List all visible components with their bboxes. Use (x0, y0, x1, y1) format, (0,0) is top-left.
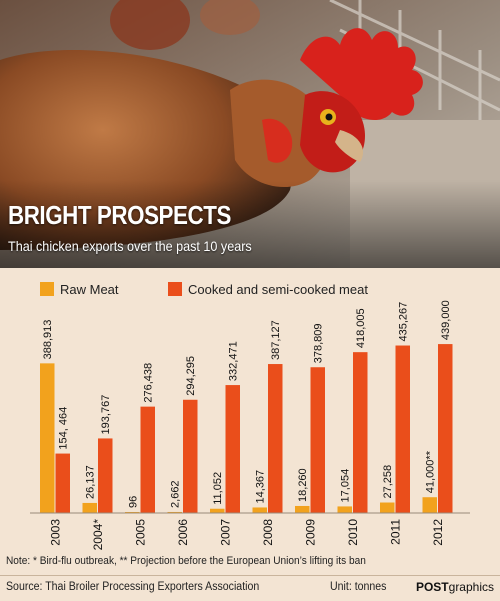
value-label-2012-cooked: 439,000 (440, 300, 452, 340)
bar-2012-cooked (438, 344, 453, 513)
chart-value-labels: 388,913 154, 464 26,137 193,767 96 276,438 2,6… (42, 300, 452, 508)
bar-2011-cooked (395, 345, 410, 513)
value-label-2009-raw: 18,260 (297, 468, 309, 502)
footnote: Note: * Bird-flu outbreak, ** Projection… (6, 555, 366, 567)
value-label-2011-cooked: 435,267 (398, 302, 410, 342)
bar-2011-raw (380, 502, 395, 513)
legend-label-2: Cooked and semi-cooked meat (188, 282, 368, 297)
bar-2004-raw (82, 502, 97, 513)
bar-chart: Raw Meat Cooked and semi-cooked meat 388,… (30, 282, 470, 550)
x-tick-label-2012: 2012 (431, 519, 445, 546)
bar-2007-cooked (225, 385, 240, 513)
chart-legend: Raw Meat Cooked and semi-cooked meat (40, 282, 368, 297)
x-tick-label-2010: 2010 (346, 519, 360, 546)
chart-panel: Raw Meat Cooked and semi-cooked meat 388,… (0, 268, 500, 550)
value-label-2005-cooked: 276,438 (143, 363, 155, 403)
value-label-2009-cooked: 378,809 (313, 323, 325, 363)
page-subtitle: Thai chicken exports over the past 10 ye… (8, 238, 252, 254)
page-title: BRIGHT PROSPECTS (8, 200, 231, 230)
value-label-2003-raw: 388,913 (42, 320, 54, 360)
value-label-2010-cooked: 418,005 (355, 308, 367, 348)
value-label-2007-raw: 11,052 (212, 472, 224, 505)
source-credit: Source: Thai Broiler Processing Exporter… (6, 581, 260, 593)
value-label-2008-raw: 14,367 (255, 470, 267, 504)
value-label-2010-raw: 17,054 (340, 469, 352, 503)
brand-rest: graphics (448, 580, 494, 594)
bar-2008-raw (252, 507, 267, 513)
legend-label-1: Raw Meat (60, 282, 119, 297)
value-label-2003-cooked: 154, 464 (58, 407, 70, 450)
bar-2004-cooked (98, 438, 113, 513)
x-tick-label-2009: 2009 (304, 519, 318, 546)
bar-2006-raw (167, 511, 182, 513)
bar-2012-raw (422, 497, 437, 513)
value-label-2005-raw: 96 (127, 496, 139, 508)
value-label-2006-raw: 2,662 (170, 480, 182, 508)
x-axis-ticks: 2003 2004* 2005 2006 2007 2008 2009 2010 2011 201… (49, 519, 446, 550)
x-tick-label-2006: 2006 (176, 519, 190, 546)
value-label-2004-cooked: 193,767 (100, 395, 112, 435)
legend-swatch-2 (168, 282, 182, 296)
value-label-2007-cooked: 332,471 (228, 341, 240, 381)
chicken-photo (0, 0, 500, 268)
bar-2010-raw (337, 506, 352, 513)
value-label-2011-raw: 27,258 (382, 465, 394, 499)
x-tick-label-2008: 2008 (261, 519, 275, 546)
bar-2005-cooked (140, 406, 155, 513)
bar-2010-cooked (353, 352, 368, 513)
header-photo: BRIGHT PROSPECTS Thai chicken exports ov… (0, 0, 500, 268)
unit-label: Unit: tonnes (330, 581, 387, 593)
x-tick-label-2007: 2007 (219, 519, 233, 546)
x-tick-label-2005: 2005 (134, 519, 148, 546)
bar-2009-raw (295, 505, 310, 513)
value-label-2004-raw: 26,137 (85, 465, 97, 499)
value-label-2006-cooked: 294,295 (185, 356, 197, 396)
brand-bold: POST (415, 580, 449, 594)
brand-logo: POSTgraphics (416, 580, 494, 594)
x-tick-label-2003: 2003 (49, 519, 63, 546)
legend-swatch-1 (40, 282, 54, 296)
x-tick-label-2004: 2004* (91, 519, 105, 550)
bar-2008-cooked (268, 364, 283, 513)
value-label-2012-raw: 41,000** (425, 450, 437, 493)
bar-2007-raw (210, 508, 225, 513)
bar-2009-cooked (310, 367, 325, 513)
bar-2003-raw (40, 363, 55, 513)
chart-bars (40, 344, 453, 513)
x-tick-label-2011: 2011 (389, 519, 403, 545)
value-label-2008-cooked: 387,127 (270, 320, 282, 360)
bar-2006-cooked (183, 399, 198, 513)
bar-2003-cooked (55, 453, 70, 513)
footer-divider (0, 575, 500, 576)
